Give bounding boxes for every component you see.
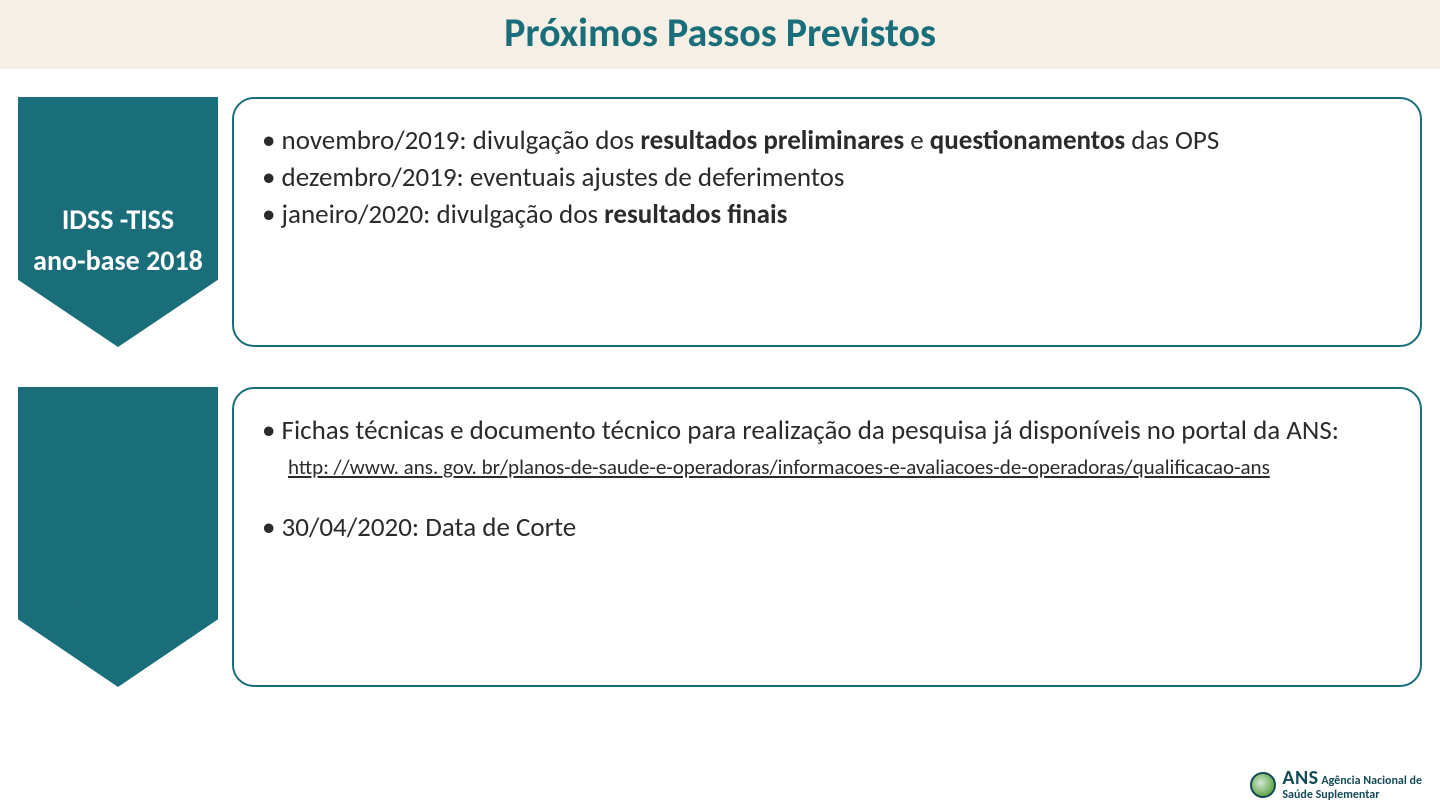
bullet-item: • dezembro/2019: eventuais ajustes de de… <box>262 160 1392 195</box>
content-rows: IDSS -TISS ano-base 2018 • novembro/2019… <box>0 97 1440 687</box>
bubble-2018: • novembro/2019: divulgação dos resultad… <box>232 97 1422 347</box>
chevron-line2: ano-base 2018 <box>33 243 203 278</box>
chevron-line1: IDSS -TISS <box>33 202 203 237</box>
chevron-2018: IDSS -TISS ano-base 2018 <box>18 97 218 347</box>
ans-logo: ANS Agência Nacional de Saúde Suplementa… <box>1250 768 1422 802</box>
title-band: Próximos Passos Previstos <box>0 0 1440 69</box>
chevron-line2: ano-base 2019 <box>33 578 203 613</box>
logo-ans: ANS <box>1282 766 1318 790</box>
bullet-bold: resultados preliminares <box>640 124 904 157</box>
bullet-item: • 30/04/2020: Data de Corte <box>262 510 1392 545</box>
chevron-line1: IDSS-TISS <box>33 537 203 572</box>
logo-sub2: Saúde Suplementar <box>1282 788 1379 802</box>
chevron-labels-2018: IDSS -TISS ano-base 2018 <box>33 202 203 278</box>
bubble-2019: • Fichas técnicas e documento técnico pa… <box>232 387 1422 687</box>
bullet-text: • dezembro/2019: eventuais ajustes de de… <box>262 161 844 194</box>
bullet-text: e <box>904 124 930 157</box>
bullet-bold: resultados finais <box>604 198 787 231</box>
step-row-2018: IDSS -TISS ano-base 2018 • novembro/2019… <box>18 97 1422 347</box>
page-title: Próximos Passos Previstos <box>0 8 1440 57</box>
bullet-text: • janeiro/2020: divulgação dos <box>262 198 604 231</box>
chevron-labels-2019: IDSS-TISS ano-base 2019 <box>33 537 203 613</box>
logo-text: ANS Agência Nacional de Saúde Suplementa… <box>1282 768 1422 802</box>
bullet-bold: questionamentos <box>930 124 1125 157</box>
portal-link[interactable]: http: //www. ans. gov. br/planos-de-saud… <box>288 454 1392 480</box>
bullet-item: • Fichas técnicas e documento técnico pa… <box>262 413 1392 448</box>
logo-sub1: Agência Nacional de <box>1321 774 1422 788</box>
globe-icon <box>1250 772 1276 798</box>
step-row-2019: IDSS-TISS ano-base 2019 • Fichas técnica… <box>18 387 1422 687</box>
bullet-item: • novembro/2019: divulgação dos resultad… <box>262 123 1392 158</box>
bullet-text: • novembro/2019: divulgação dos <box>262 124 640 157</box>
chevron-2019: IDSS-TISS ano-base 2019 <box>18 387 218 687</box>
bullet-item: • janeiro/2020: divulgação dos resultado… <box>262 197 1392 232</box>
bullet-text: das OPS <box>1125 124 1219 157</box>
